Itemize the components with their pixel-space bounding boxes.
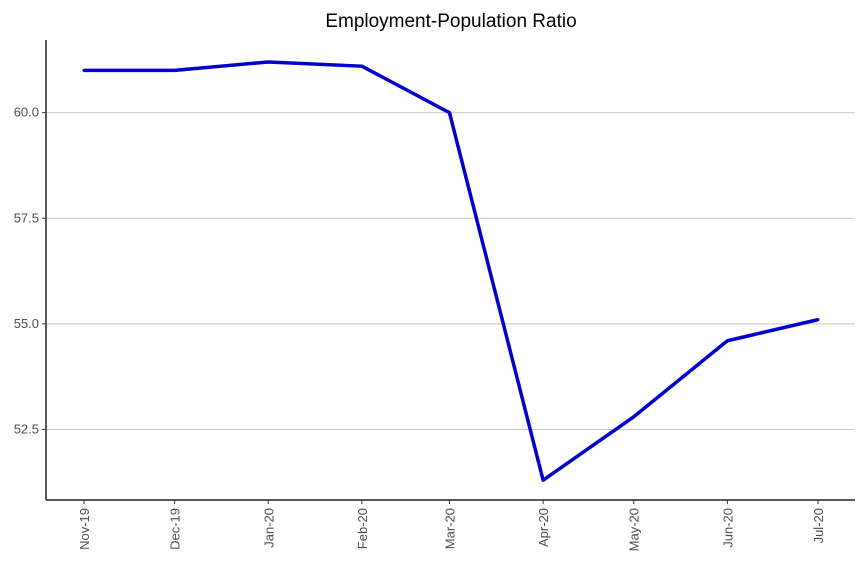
x-tick-label: Apr-20 xyxy=(536,508,551,547)
x-tick-label: Jun-20 xyxy=(720,508,735,548)
series-line xyxy=(84,60,819,482)
data-point xyxy=(632,415,636,419)
x-tick-label: Mar-20 xyxy=(442,508,457,549)
y-tick-label: 52.5 xyxy=(14,421,39,436)
x-tick-label: Nov-19 xyxy=(77,508,92,550)
data-point xyxy=(266,60,270,64)
y-tick-label: 60.0 xyxy=(14,105,39,120)
data-point xyxy=(173,68,177,72)
data-point xyxy=(725,339,729,343)
y-tick-label: 55.0 xyxy=(14,316,39,331)
x-tick-label: Jan-20 xyxy=(261,508,276,548)
data-point xyxy=(82,68,86,72)
data-point xyxy=(360,64,364,68)
data-point xyxy=(447,111,451,115)
x-tick-label: May-20 xyxy=(627,508,642,551)
x-tick-label: Dec-19 xyxy=(168,508,183,550)
y-tick-label: 57.5 xyxy=(14,210,39,225)
x-tick-label: Feb-20 xyxy=(355,508,370,549)
data-point xyxy=(816,318,820,322)
chart-title: Employment-Population Ratio xyxy=(325,11,576,32)
x-tick-label: Jul-20 xyxy=(811,508,826,543)
data-point xyxy=(541,478,545,482)
